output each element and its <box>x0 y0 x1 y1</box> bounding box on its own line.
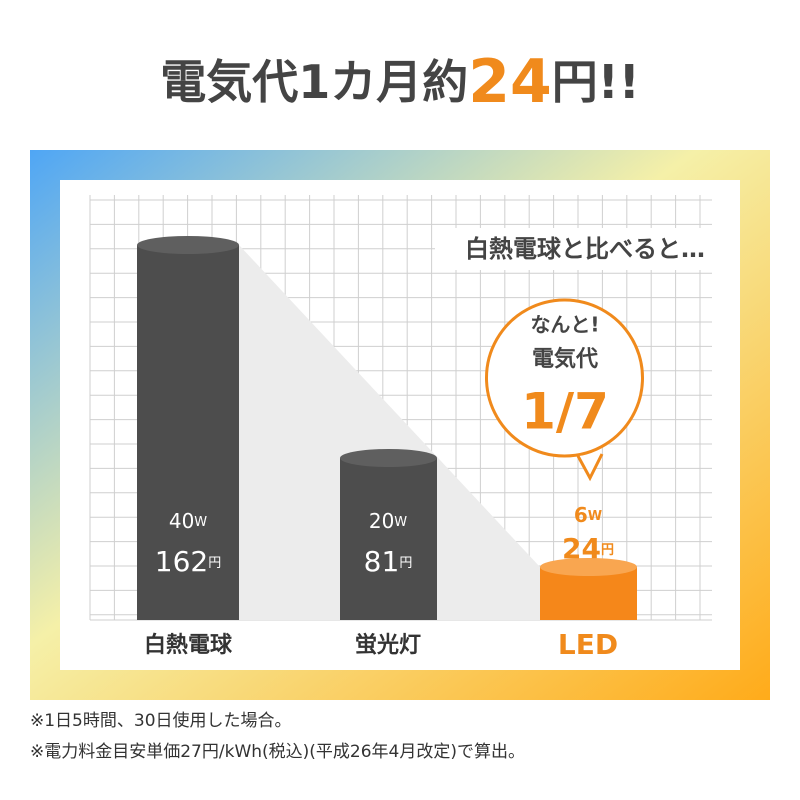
label-part: 81 <box>364 545 400 578</box>
comparison-bg <box>435 228 735 270</box>
label-part: 円 <box>601 543 614 558</box>
cost: 24円 <box>562 532 614 565</box>
title-amount: 24 <box>468 47 552 117</box>
cylinder-top <box>540 558 637 576</box>
cost: 162円 <box>155 545 221 578</box>
title: 電気代1カ月約24円!! <box>160 47 639 117</box>
cylinder <box>340 458 437 620</box>
watts: 40W <box>169 509 207 533</box>
label-part: W <box>588 509 602 524</box>
watts: 6W <box>574 503 602 527</box>
note: ※1日5時間、30日使用した場合。 <box>30 710 292 731</box>
title-suffix: 円!! <box>552 55 640 109</box>
item-name: 白熱電球 <box>144 632 233 658</box>
bubble-tail <box>576 453 604 482</box>
label-part: 円 <box>208 556 221 571</box>
bubble-line: 電気代 <box>532 346 598 372</box>
label-part: W <box>194 515 207 530</box>
item-name: LED <box>558 628 618 661</box>
cylinder <box>137 245 239 620</box>
label-part: W <box>394 515 407 530</box>
label-part: 162 <box>155 545 208 578</box>
label-part: 6 <box>574 503 588 527</box>
shadow <box>239 245 540 620</box>
title-prefix: 電気代1カ月約 <box>160 55 468 109</box>
cost: 81円 <box>364 545 413 578</box>
label-part: 20 <box>369 509 394 533</box>
item-name: 蛍光灯 <box>355 632 421 658</box>
label-part: 40 <box>169 509 194 533</box>
cylinder-top <box>340 449 437 467</box>
watts: 20W <box>369 509 407 533</box>
bubble-ratio: 1/7 <box>521 383 609 441</box>
label-part: 24 <box>562 532 601 565</box>
note: ※電力料金目安単価27円/kWh(税込)(平成26年4月改定)で算出。 <box>30 742 525 762</box>
comparison: 白熱電球と比べると… <box>465 235 705 263</box>
label-part: 円 <box>399 556 412 571</box>
bubble-line: なんと! <box>530 313 599 337</box>
bubble <box>485 298 644 458</box>
cylinder-top <box>137 236 239 254</box>
